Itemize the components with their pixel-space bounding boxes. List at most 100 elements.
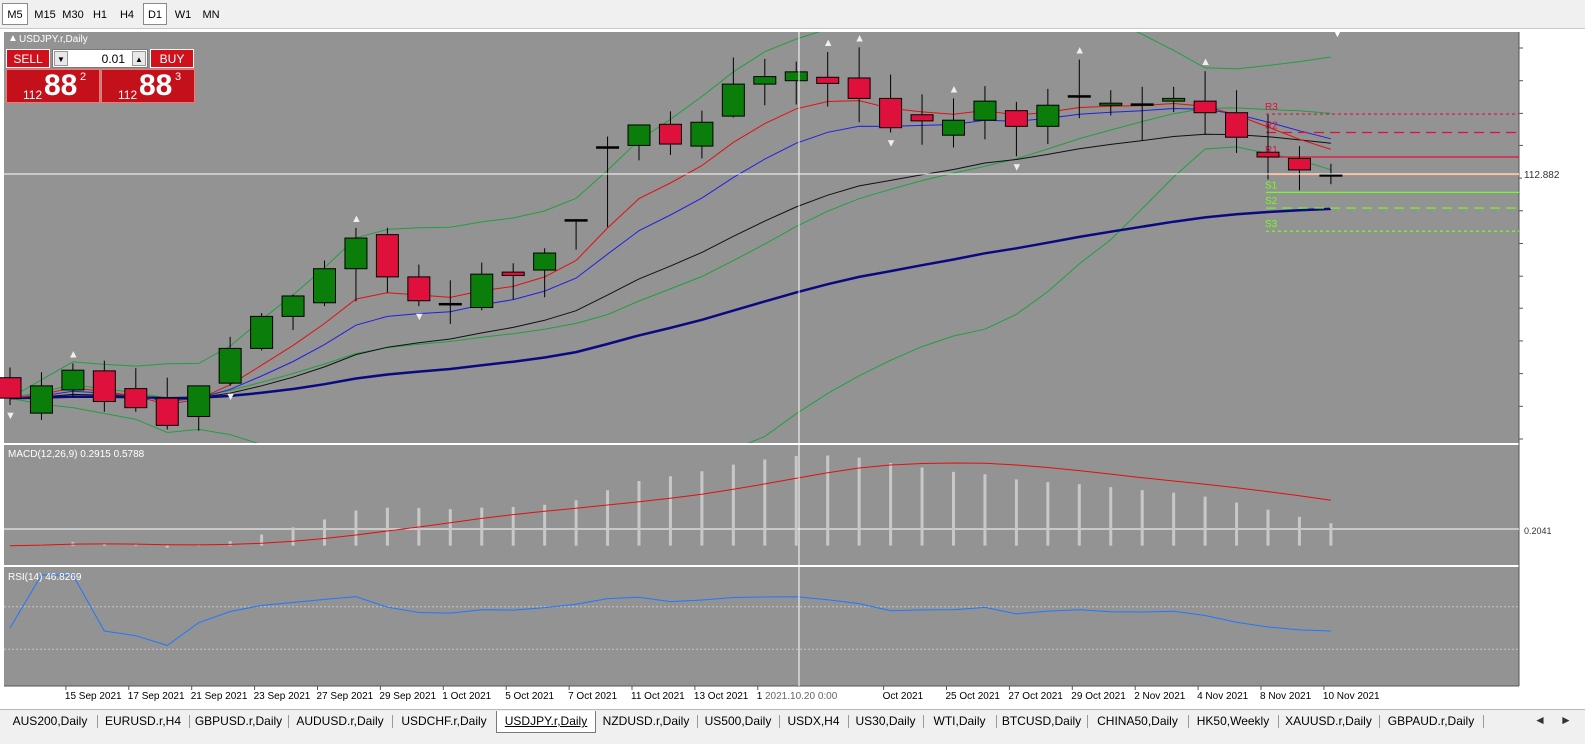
- price-pane[interactable]: [4, 32, 1519, 443]
- tab-china50[interactable]: CHINA50,Daily: [1097, 714, 1178, 728]
- price-axis-label: 114.740: [1525, 43, 1557, 53]
- tab-btcusd[interactable]: BTCUSD,Daily: [1001, 714, 1082, 728]
- tab-audusd[interactable]: AUDUSD.r,Daily: [296, 714, 384, 728]
- crosshair-date-tag: [762, 689, 834, 702]
- date-axis-label: Oct 2021: [883, 691, 924, 702]
- timeframe-m5[interactable]: M5: [2, 3, 28, 25]
- timeframe-mn[interactable]: MN: [202, 9, 220, 21]
- tab-gbpaud[interactable]: GBPAUD.r,Daily: [1387, 714, 1475, 728]
- pivot-label-r1: R1: [1265, 145, 1278, 156]
- candle-body: [910, 114, 934, 122]
- lot-size-value[interactable]: 0.01: [101, 52, 125, 66]
- tab-eurusd[interactable]: EURUSD.r,H4: [104, 714, 181, 728]
- price-axis-label: 113.310: [1525, 140, 1557, 150]
- price-axis-label: 111.390: [1525, 271, 1556, 281]
- date-axis-label: 13 Oct 2021: [694, 691, 749, 702]
- lot-size-field[interactable]: ▼ 0.01 ▲: [52, 49, 148, 68]
- macd-pane[interactable]: [4, 445, 1519, 565]
- tab-us500[interactable]: US500,Daily: [704, 714, 772, 728]
- sell-price[interactable]: 112 88 2: [6, 69, 100, 103]
- timeframe-m30[interactable]: M30: [62, 9, 84, 21]
- fractal-up-icon: ▲: [1200, 56, 1211, 68]
- candle-body: [92, 370, 116, 403]
- ema-long-line: [9, 207, 1331, 400]
- tab-separator: [392, 715, 393, 728]
- price-axis-label: 112.350: [1525, 206, 1557, 216]
- candle-body: [61, 369, 85, 391]
- fractal-down-icon: ▼: [5, 410, 16, 422]
- date-axis-label: 4 Nov 2021: [1197, 691, 1249, 702]
- fractal-up-icon: ▲: [68, 348, 79, 360]
- tab-us30[interactable]: US30,Daily: [855, 714, 916, 728]
- tab-usdx[interactable]: USDX,H4: [787, 714, 840, 728]
- candle-body: [470, 273, 494, 309]
- tab-separator: [923, 715, 924, 728]
- tab-wti[interactable]: WTI,Daily: [933, 714, 986, 728]
- sell-button[interactable]: SELL: [6, 49, 50, 68]
- candle-body: [501, 271, 525, 277]
- candle-body: [1067, 95, 1091, 98]
- pivot-label-s2: S2: [1265, 196, 1278, 207]
- date-axis-label: 2 Nov 2021: [1134, 691, 1186, 702]
- candle-body: [218, 347, 242, 384]
- tab-separator: [288, 715, 289, 728]
- tab-scroll-left-icon[interactable]: ◄: [1534, 713, 1546, 727]
- tab-hk50[interactable]: HK50,Weekly: [1196, 714, 1270, 728]
- candle-body: [29, 385, 53, 414]
- candle-body: [1287, 157, 1311, 171]
- candle-body: [250, 315, 274, 349]
- fractal-down-icon: ▼: [1011, 161, 1022, 173]
- candle-body: [658, 123, 682, 145]
- timeframe-w1[interactable]: W1: [174, 9, 192, 21]
- tab-scroll-right-icon[interactable]: ►: [1560, 713, 1572, 727]
- rsi-axis-30: 30: [1524, 647, 1534, 657]
- tab-gbpusd[interactable]: GBPUSD.r,Daily: [194, 714, 283, 728]
- fractal-down-icon: ▼: [414, 311, 425, 323]
- tab-separator: [996, 715, 997, 728]
- price-axis-label: 110.920: [1525, 303, 1557, 313]
- macd-axis-top: 1.1319: [1524, 446, 1552, 456]
- macd-axis-bottom: -0.1627: [1524, 554, 1555, 564]
- crosshair-date: 2021.10.20 0:00: [765, 691, 838, 702]
- timeframe-h1[interactable]: H1: [92, 9, 108, 21]
- tab-xauusd[interactable]: XAUUSD.r,Daily: [1285, 714, 1372, 728]
- macd-axis-zero: 0.00: [1524, 545, 1542, 555]
- tab-separator: [1379, 715, 1380, 728]
- candle-body: [690, 121, 714, 147]
- price-axis-label: 110.440: [1525, 336, 1557, 346]
- candle-body: [155, 397, 179, 426]
- bollinger-middle-line: [9, 107, 1331, 399]
- candle-body: [942, 119, 965, 136]
- rsi-pane[interactable]: [4, 567, 1519, 686]
- chart-title: USDJPY.r,Daily: [19, 34, 88, 45]
- candle-body: [721, 83, 745, 117]
- timeframe-d1[interactable]: D1: [143, 3, 167, 25]
- chart-window[interactable]: ▲ USDJPY.r,Daily ▼ 114.740 114.260 113.780…: [0, 29, 1585, 709]
- buy-button[interactable]: BUY: [150, 49, 194, 68]
- macd-axis-value: 0.2041: [1524, 526, 1552, 536]
- date-axis-label: 5 Oct 2021: [505, 691, 554, 702]
- fractal-down-icon: ▼: [886, 137, 897, 149]
- chart-canvas[interactable]: ▲ USDJPY.r,Daily ▼ 114.740 114.260 113.780…: [0, 29, 1585, 709]
- candle-body: [1099, 102, 1123, 106]
- pivot-label-s1: S1: [1265, 180, 1278, 191]
- lot-decrease-icon[interactable]: ▼: [54, 51, 68, 66]
- tab-aus200[interactable]: AUS200,Daily: [12, 714, 88, 728]
- tab-nzdusd[interactable]: NZDUSD.r,Daily: [602, 714, 690, 728]
- date-axis-label: 23 Sep 2021: [254, 691, 311, 702]
- buy-price[interactable]: 112 88 3: [101, 69, 195, 103]
- lot-increase-icon[interactable]: ▲: [132, 51, 146, 66]
- date-axis-label: 29 Oct 2021: [1071, 691, 1126, 702]
- candle-body: [1162, 97, 1186, 102]
- candle-body: [344, 237, 368, 270]
- fractal-up-icon: ▲: [949, 83, 960, 95]
- timeframe-m15[interactable]: M15: [34, 9, 56, 21]
- candle-body: [1319, 174, 1343, 177]
- rsi-axis-0: 0: [1524, 675, 1529, 685]
- tab-usdchf[interactable]: USDCHF.r,Daily: [401, 714, 487, 728]
- timeframe-h4[interactable]: H4: [119, 9, 135, 21]
- tab-usdjpy[interactable]: USDJPY.r,Daily: [496, 711, 596, 733]
- macd-label: MACD(12,26,9) 0.2915 0.5788: [8, 449, 145, 460]
- candle-body: [281, 295, 305, 317]
- one-click-trading-panel: SELL ▼ 0.01 ▲ BUY 112 88 2 112 88 3: [5, 48, 195, 104]
